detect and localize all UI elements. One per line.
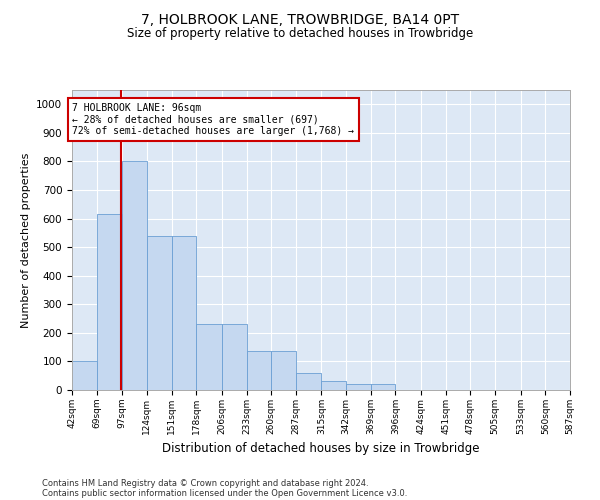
Bar bbox=[97, 214, 122, 390]
Bar bbox=[222, 324, 247, 390]
Bar bbox=[271, 352, 296, 390]
Bar bbox=[196, 324, 222, 390]
Bar bbox=[72, 362, 97, 390]
Y-axis label: Number of detached properties: Number of detached properties bbox=[20, 152, 31, 328]
Text: Contains HM Land Registry data © Crown copyright and database right 2024.: Contains HM Land Registry data © Crown c… bbox=[42, 478, 368, 488]
Bar bbox=[147, 236, 172, 390]
X-axis label: Distribution of detached houses by size in Trowbridge: Distribution of detached houses by size … bbox=[162, 442, 480, 456]
Text: 7, HOLBROOK LANE, TROWBRIDGE, BA14 0PT: 7, HOLBROOK LANE, TROWBRIDGE, BA14 0PT bbox=[141, 12, 459, 26]
Bar bbox=[247, 352, 271, 390]
Bar bbox=[322, 382, 346, 390]
Text: Contains public sector information licensed under the Open Government Licence v3: Contains public sector information licen… bbox=[42, 488, 407, 498]
Text: 7 HOLBROOK LANE: 96sqm
← 28% of detached houses are smaller (697)
72% of semi-de: 7 HOLBROOK LANE: 96sqm ← 28% of detached… bbox=[73, 103, 355, 136]
Bar bbox=[296, 373, 322, 390]
Bar bbox=[172, 236, 196, 390]
Bar bbox=[122, 162, 147, 390]
Bar bbox=[346, 384, 371, 390]
Bar bbox=[371, 384, 395, 390]
Text: Size of property relative to detached houses in Trowbridge: Size of property relative to detached ho… bbox=[127, 28, 473, 40]
